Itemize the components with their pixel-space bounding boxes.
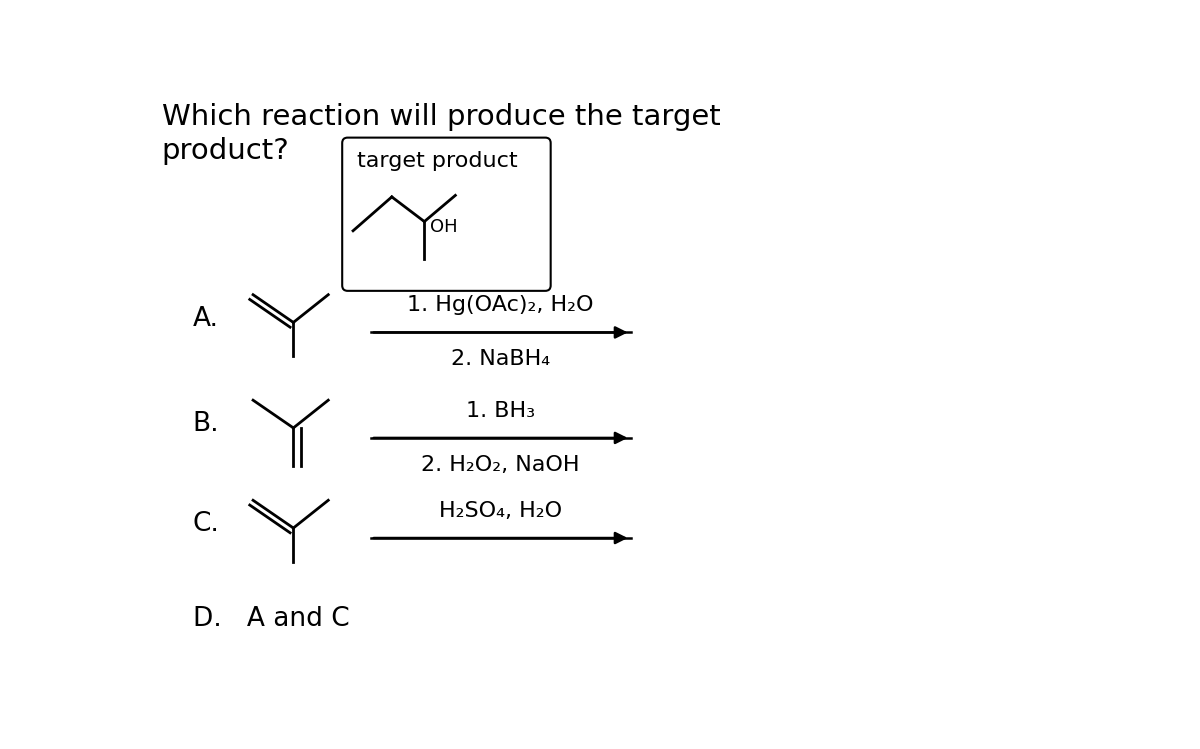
Text: OH: OH (430, 218, 457, 236)
Text: B.: B. (193, 411, 220, 437)
Text: C.: C. (193, 511, 220, 537)
Text: H₂SO₄, H₂O: H₂SO₄, H₂O (439, 501, 563, 521)
Text: 2. NaBH₄: 2. NaBH₄ (451, 349, 551, 369)
Text: Which reaction will produce the target: Which reaction will produce the target (162, 103, 720, 131)
FancyBboxPatch shape (342, 138, 551, 291)
Text: D.   A and C: D. A and C (193, 606, 349, 632)
Text: target product: target product (356, 151, 517, 171)
Text: 1. BH₃: 1. BH₃ (466, 401, 535, 421)
Text: 1. Hg(OAc)₂, H₂O: 1. Hg(OAc)₂, H₂O (408, 296, 594, 315)
Text: 2. H₂O₂, NaOH: 2. H₂O₂, NaOH (421, 455, 580, 475)
Text: product?: product? (162, 137, 289, 165)
Text: A.: A. (193, 306, 218, 332)
